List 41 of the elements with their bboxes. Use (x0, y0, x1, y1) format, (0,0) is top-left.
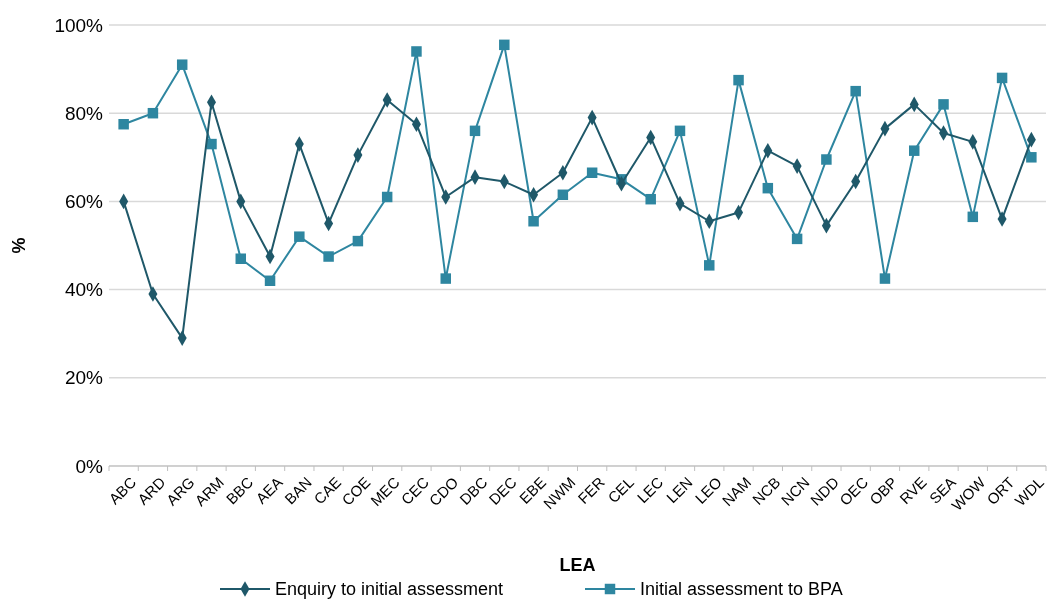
legend-label: Initial assessment to BPA (640, 579, 843, 600)
legend-label: Enquiry to initial assessment (275, 579, 504, 600)
point (791, 233, 803, 245)
point (967, 211, 979, 223)
point (996, 72, 1008, 84)
point (850, 85, 861, 97)
point (264, 275, 276, 287)
point (879, 273, 891, 284)
point (469, 125, 481, 137)
point (323, 251, 334, 262)
point (411, 46, 422, 57)
point (440, 273, 451, 284)
point (908, 145, 920, 156)
point (235, 253, 247, 264)
y-axis-title: % (9, 237, 29, 254)
y-tick-label: 100% (54, 14, 104, 36)
point (294, 231, 305, 242)
x-tick-label: CEL (604, 473, 637, 507)
point (147, 107, 159, 119)
y-tick-label: 40% (64, 279, 104, 301)
point (704, 260, 715, 271)
point (176, 59, 188, 70)
point (1026, 152, 1037, 163)
point (499, 39, 510, 51)
point (674, 125, 686, 137)
x-axis-title: LEA (559, 555, 596, 575)
point (118, 118, 129, 130)
point (938, 99, 949, 110)
point (352, 235, 364, 247)
y-tick-label: 0% (75, 455, 104, 477)
point (586, 167, 598, 178)
point (528, 216, 539, 227)
point (381, 191, 393, 203)
point (733, 74, 744, 86)
point (762, 182, 774, 194)
point (645, 193, 656, 205)
point (821, 154, 832, 165)
y-tick-label: 80% (64, 102, 104, 124)
y-tick-label: 60% (64, 191, 104, 213)
point (557, 189, 569, 201)
y-tick-label: 20% (64, 367, 104, 389)
